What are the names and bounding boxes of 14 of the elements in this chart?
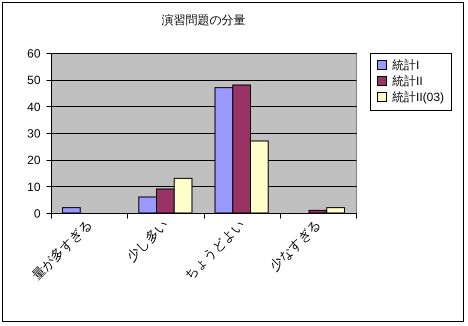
y-tick-label: 60 [27,46,41,60]
x-tick-label: 少なすぎる [266,216,324,274]
x-tick-label: ちょうどよい [181,216,248,283]
legend-label: 統計I [392,58,420,72]
x-tick-label: 少し多い [123,216,171,264]
legend-label: 統計II(03) [392,90,444,104]
y-tick-label: 10 [27,180,41,194]
y-tick-label: 20 [27,153,41,168]
y-tick-label: 40 [27,100,41,114]
legend-label: 統計II [392,74,423,88]
y-tick-label: 50 [27,73,41,88]
y-tick-label: 30 [27,126,41,140]
bar [62,207,81,214]
chart-title: 演習問題の分量 [162,13,246,27]
